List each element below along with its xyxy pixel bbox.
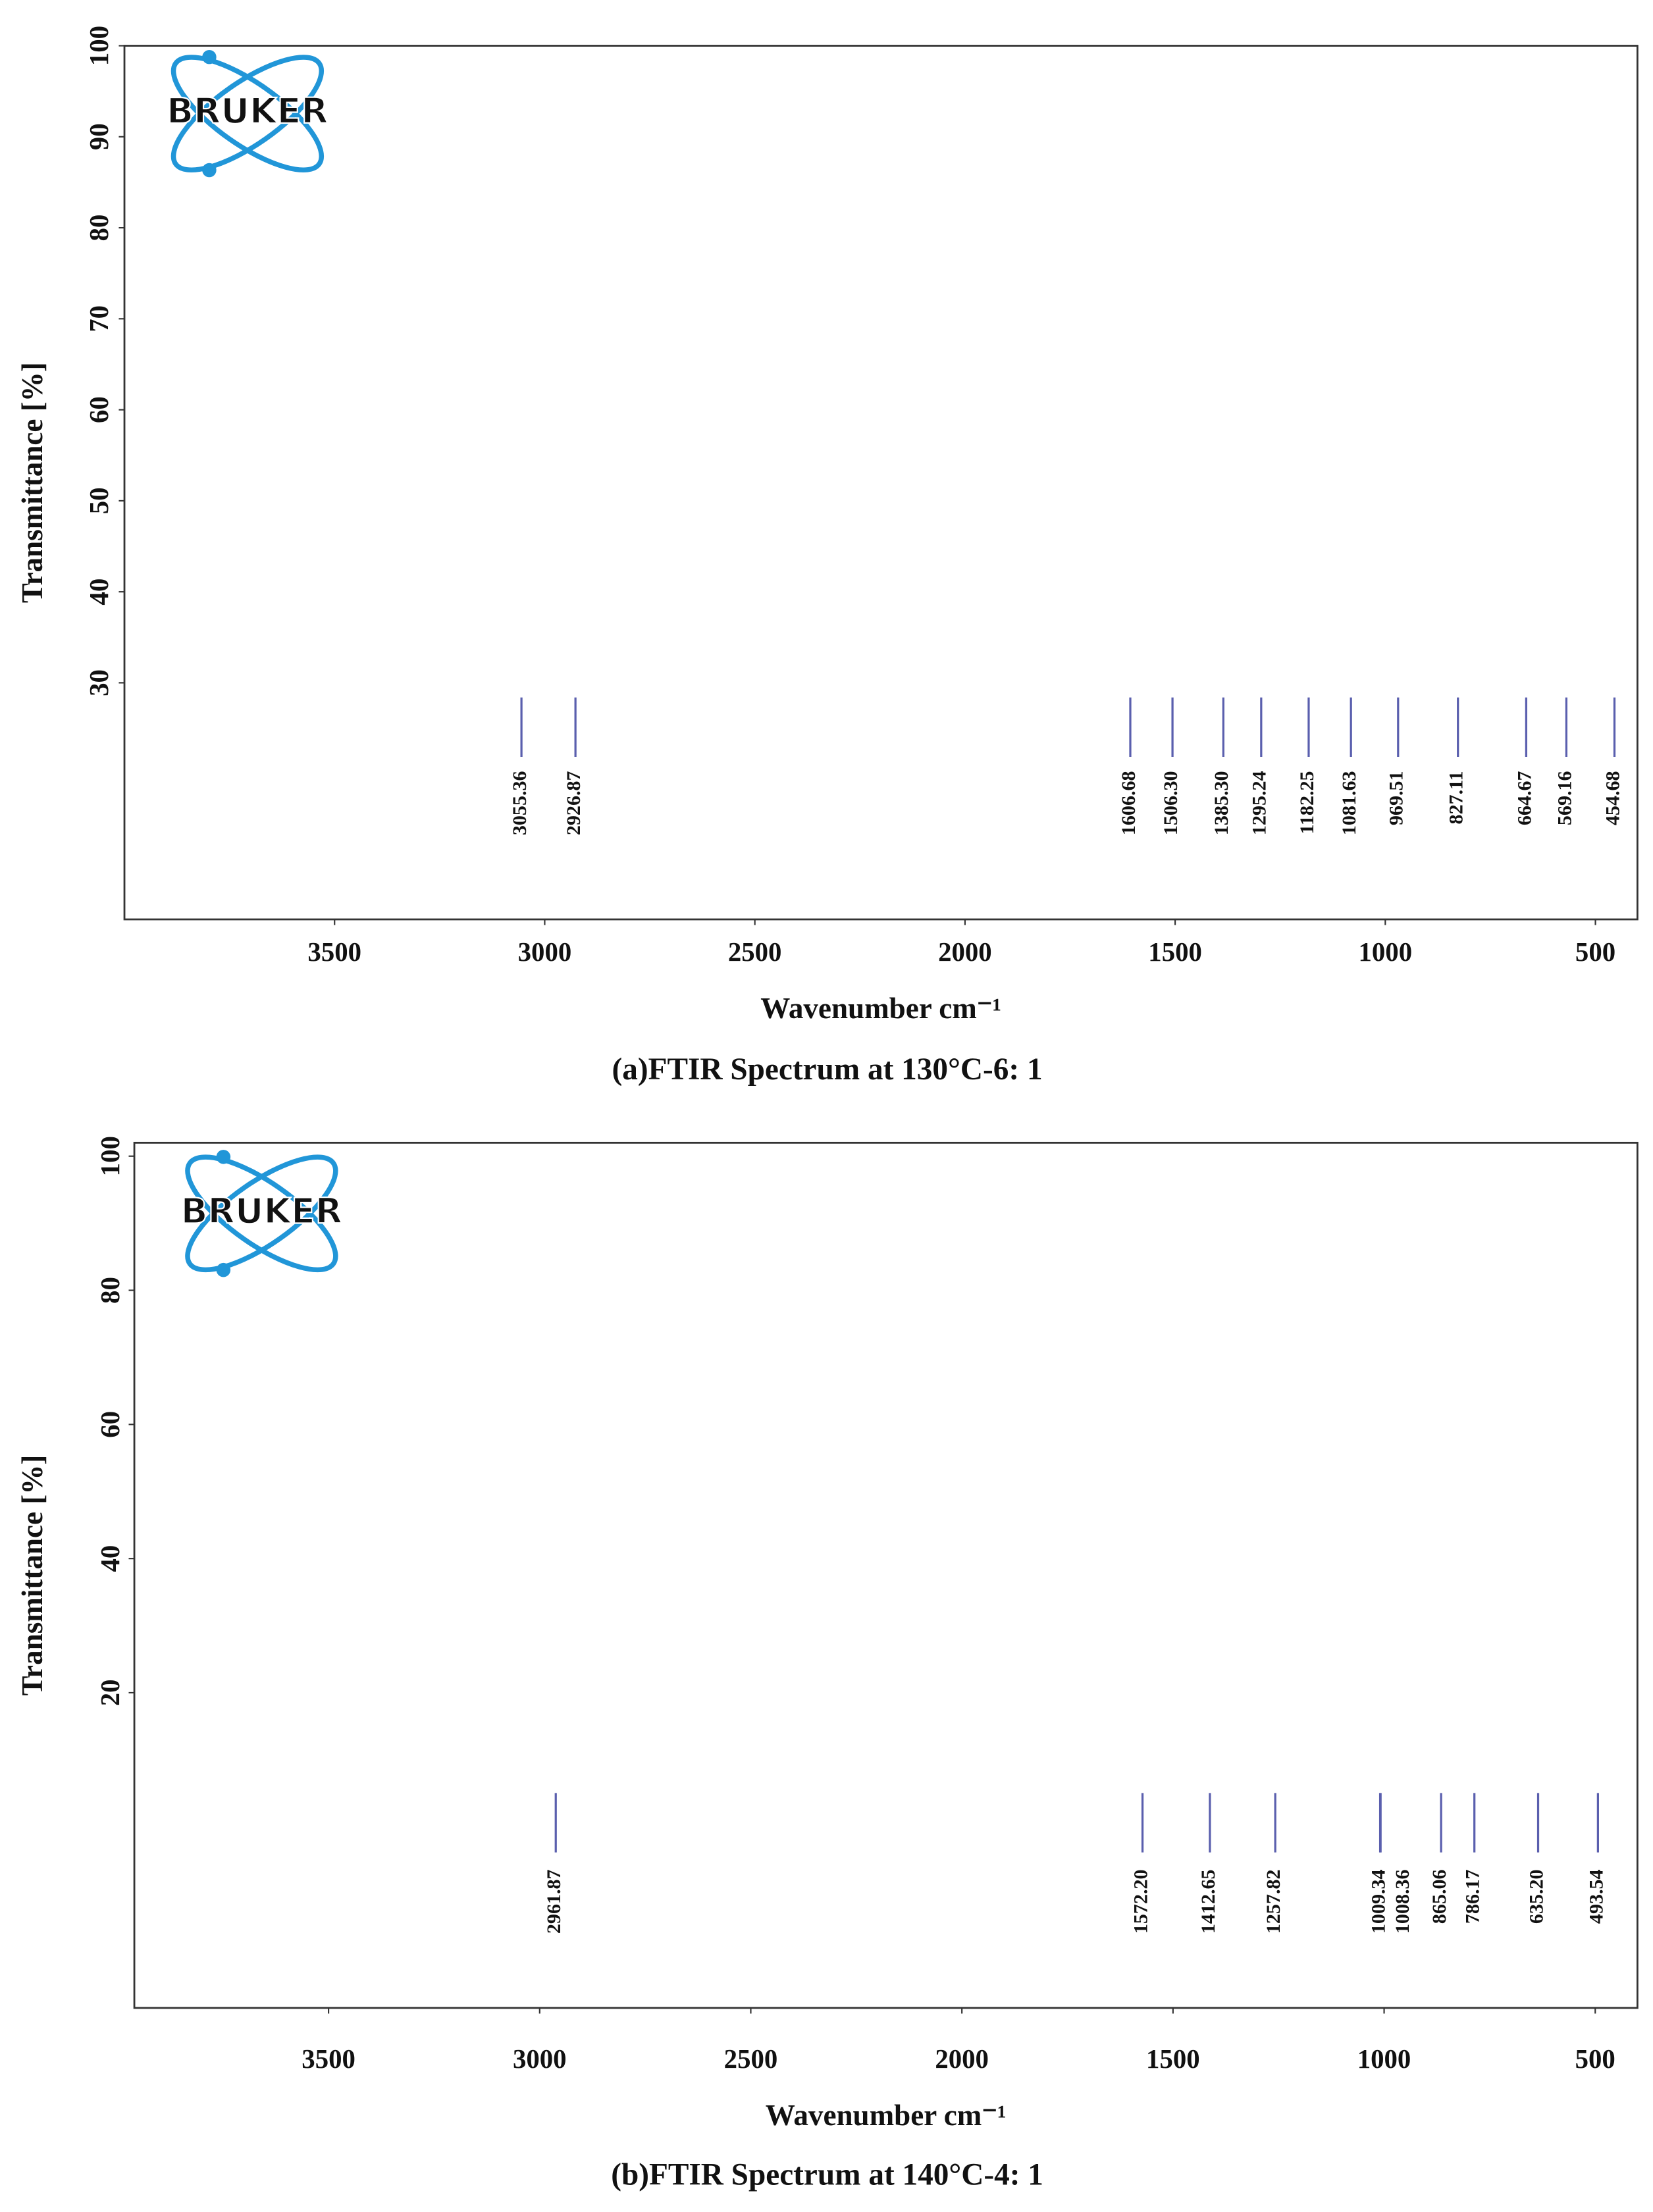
- x-tick-label: 1500: [1146, 2044, 1200, 2074]
- chart: BRUKER 30 40 50 60 70 80 90 100 3500 3000 2500 2000 1…: [16, 26, 1639, 1087]
- peak-label: 1506.30: [1159, 771, 1182, 835]
- peak-label: 1412.65: [1197, 1869, 1219, 1934]
- plot-frame: [133, 1141, 1639, 2009]
- x-tick-label: 500: [1575, 2044, 1615, 2074]
- peak-label: 1008.36: [1391, 1869, 1413, 1934]
- y-tick-label: 30: [84, 669, 114, 696]
- peak-label: 3055.36: [508, 771, 531, 835]
- peak-label: 635.20: [1525, 1869, 1547, 1924]
- y-tick-label: 50: [84, 487, 114, 514]
- x-tick-label: 3000: [513, 2044, 567, 2074]
- x-tick-label: 3000: [518, 937, 572, 967]
- logo-orbit: [171, 55, 325, 173]
- peak-label: 1572.20: [1129, 1869, 1151, 1934]
- y-tick-label: 80: [84, 215, 114, 242]
- peak-label: 1081.63: [1338, 771, 1360, 835]
- logo-orbit: [185, 1154, 338, 1273]
- logo-dot: [202, 49, 217, 64]
- peak-label: 1295.24: [1248, 771, 1271, 835]
- plot-frame: [123, 45, 1639, 921]
- x-tick-label: 500: [1575, 937, 1615, 967]
- y-tick-label: 70: [84, 305, 114, 332]
- logo-orbit: [185, 1154, 338, 1273]
- x-tick-label: 3500: [307, 937, 361, 967]
- peak-label: 1606.68: [1117, 771, 1140, 835]
- peak-label: 569.16: [1553, 771, 1575, 825]
- y-axis-label: Transmittance [%]: [16, 1455, 49, 1696]
- caption: (b)FTIR Spectrum at 140°C-4: 1: [611, 2158, 1043, 2192]
- peak-label: 664.67: [1513, 771, 1535, 825]
- logo-dot: [216, 1150, 231, 1164]
- x-tick-label: 2000: [938, 937, 992, 967]
- x-tick-label: 2000: [935, 2044, 989, 2074]
- logo-text: BRUKER: [167, 90, 328, 132]
- y-axis-label: Transmittance [%]: [16, 362, 49, 603]
- y-tick-label: 40: [95, 1545, 125, 1572]
- peak-label: 1385.30: [1210, 771, 1232, 835]
- x-tick-label: 1500: [1148, 937, 1202, 967]
- caption: (a)FTIR Spectrum at 130°C-6: 1: [612, 1052, 1043, 1087]
- x-tick-label: 1000: [1357, 2044, 1411, 2074]
- peak-label: 1257.82: [1262, 1869, 1284, 1934]
- logo-dot: [202, 163, 217, 178]
- x-tick-label: 1000: [1359, 937, 1413, 967]
- peak-label: 2961.87: [542, 1869, 565, 1934]
- logo-dot: [216, 1262, 231, 1277]
- x-tick-label: 2500: [724, 2044, 778, 2074]
- y-tick-label: 90: [84, 123, 114, 150]
- peak-label: 2926.87: [562, 771, 585, 835]
- peak-label: 493.54: [1585, 1869, 1607, 1924]
- x-tick-label: 2500: [728, 937, 782, 967]
- peak-label: 786.17: [1461, 1869, 1484, 1924]
- y-tick-label: 100: [95, 1136, 125, 1176]
- peak-label: 1009.34: [1367, 1869, 1389, 1934]
- x-axis-label: Wavenumber cm⁻¹: [766, 2099, 1007, 2132]
- x-axis-label: Wavenumber cm⁻¹: [760, 992, 1001, 1025]
- peak-label: 1182.25: [1296, 771, 1318, 834]
- x-tick-label: 3500: [302, 2044, 355, 2074]
- logo-orbit: [171, 55, 325, 173]
- peak-label: 969.51: [1385, 771, 1407, 825]
- chart: BRUKER 20 40 60 80 100 3500 3000 2500 2000 1500 100…: [16, 1136, 1639, 2192]
- peak-label: 865.06: [1428, 1869, 1450, 1924]
- peak-label: 454.68: [1601, 771, 1623, 825]
- y-tick-label: 20: [95, 1680, 125, 1707]
- y-tick-label: 100: [84, 26, 114, 66]
- y-tick-label: 40: [84, 579, 114, 605]
- logo-text: BRUKER: [181, 1190, 342, 1231]
- peak-label: 827.11: [1445, 771, 1467, 824]
- y-tick-label: 60: [84, 396, 114, 423]
- y-tick-label: 80: [95, 1277, 125, 1304]
- y-tick-label: 60: [95, 1411, 125, 1438]
